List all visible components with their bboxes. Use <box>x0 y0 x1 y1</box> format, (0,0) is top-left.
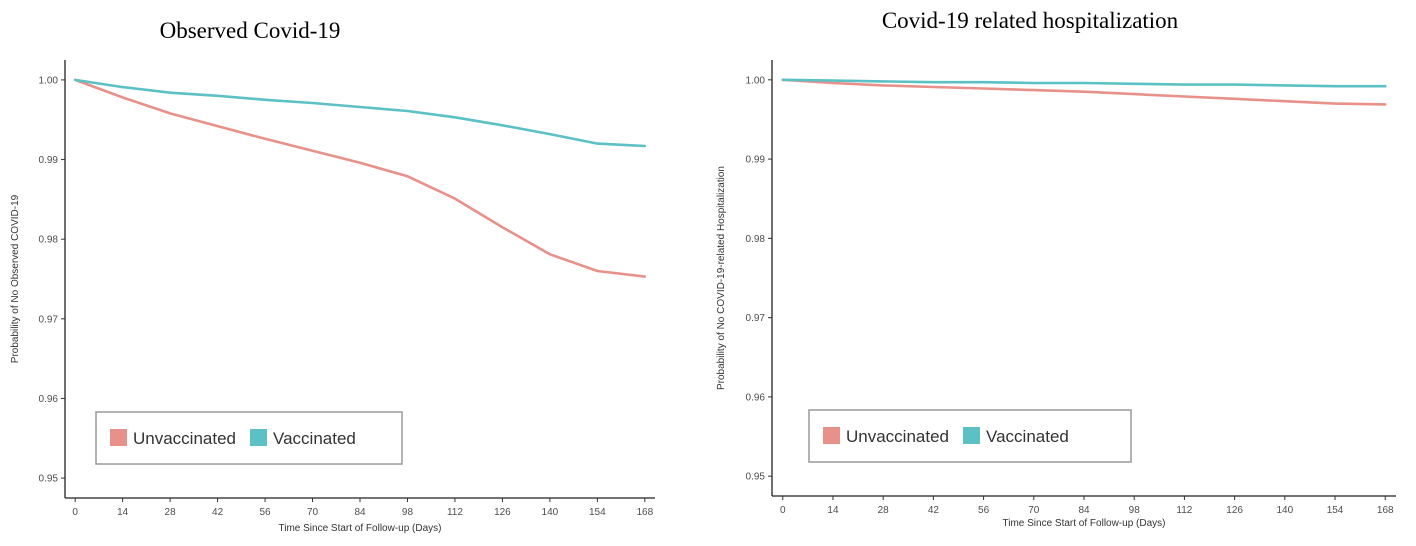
series-line-unvaccinated <box>73 78 647 278</box>
y-axis-label: Probability of No Observed COVID-19 <box>10 194 21 363</box>
legend-label-vaccinated: Vaccinated <box>273 429 356 448</box>
y-tick-label: 0.98 <box>39 235 59 246</box>
x-tick-label: 84 <box>354 507 366 518</box>
legend: Unvaccinated Vaccinated <box>808 409 1132 463</box>
x-tick-label: 112 <box>1176 505 1192 516</box>
x-tick-label: 0 <box>780 505 786 516</box>
legend-label-vaccinated: Vaccinated <box>986 427 1069 446</box>
y-tick-label: 1.00 <box>746 75 766 86</box>
x-tick-label: 112 <box>447 507 463 518</box>
y-tick-label: 0.99 <box>746 155 766 166</box>
series-line-vaccinated <box>73 78 647 148</box>
x-tick-label: 42 <box>212 507 224 518</box>
y-tick-label: 0.99 <box>39 155 59 166</box>
x-tick-label: 126 <box>494 507 511 518</box>
legend-swatch-unvaccinated <box>110 429 127 446</box>
y-tick-label: 0.97 <box>746 313 766 324</box>
x-tick-label: 70 <box>1028 505 1040 516</box>
x-tick-label: 154 <box>1327 505 1344 516</box>
y-tick-label: 0.95 <box>746 472 766 483</box>
x-tick-label: 28 <box>165 507 177 518</box>
x-tick-label: 140 <box>542 507 559 518</box>
chart-title: Observed Covid-19 <box>160 18 341 43</box>
x-tick-label: 126 <box>1226 505 1243 516</box>
x-tick-label: 154 <box>589 507 606 518</box>
x-tick-label: 56 <box>978 505 990 516</box>
y-tick-label: 0.97 <box>39 314 59 325</box>
x-tick-label: 28 <box>878 505 890 516</box>
chart-panel-1: Observed Covid-19 0.95 0.96 0.97 0.98 0.99 1.0… <box>10 18 655 534</box>
x-tick-label: 84 <box>1078 505 1090 516</box>
y-tick-label: 0.95 <box>39 474 59 485</box>
legend-label-unvaccinated: Unvaccinated <box>846 427 949 446</box>
legend-swatch-vaccinated <box>963 427 981 444</box>
x-tick-label: 14 <box>117 507 129 518</box>
legend-box <box>95 411 403 465</box>
x-tick-label: 168 <box>1377 505 1394 516</box>
x-tick-label: 98 <box>1129 505 1141 516</box>
x-tick-label: 14 <box>827 505 839 516</box>
y-tick-label: 0.96 <box>39 394 59 405</box>
y-tick-label: 0.98 <box>746 234 766 245</box>
x-tick-label: 42 <box>928 505 940 516</box>
x-tick-label: 70 <box>307 507 319 518</box>
x-tick-label: 0 <box>72 507 78 518</box>
x-axis-label: Time Since Start of Follow-up (Days) <box>278 523 441 534</box>
legend-swatch-unvaccinated <box>823 427 840 444</box>
x-tick-label: 56 <box>259 507 271 518</box>
x-axis-label: Time Since Start of Follow-up (Days) <box>1002 518 1165 529</box>
x-tick-label: 140 <box>1276 505 1293 516</box>
x-tick-label: 98 <box>402 507 414 518</box>
chart-title: Covid-19 related hospitalization <box>882 8 1179 33</box>
series-line-unvaccinated <box>781 78 1387 106</box>
y-axis-label: Probability of No COVID-19-related Hospi… <box>716 166 727 390</box>
legend: Unvaccinated Vaccinated <box>95 411 403 465</box>
legend-swatch-vaccinated <box>250 429 268 446</box>
y-tick-label: 0.96 <box>746 392 766 403</box>
series-line-vaccinated <box>781 78 1387 88</box>
legend-label-unvaccinated: Unvaccinated <box>133 429 236 448</box>
x-tick-label: 168 <box>636 507 653 518</box>
chart-panel-2: Covid-19 related hospitalization 0.95 0.96… <box>716 8 1396 529</box>
y-tick-label: 1.00 <box>39 75 59 86</box>
